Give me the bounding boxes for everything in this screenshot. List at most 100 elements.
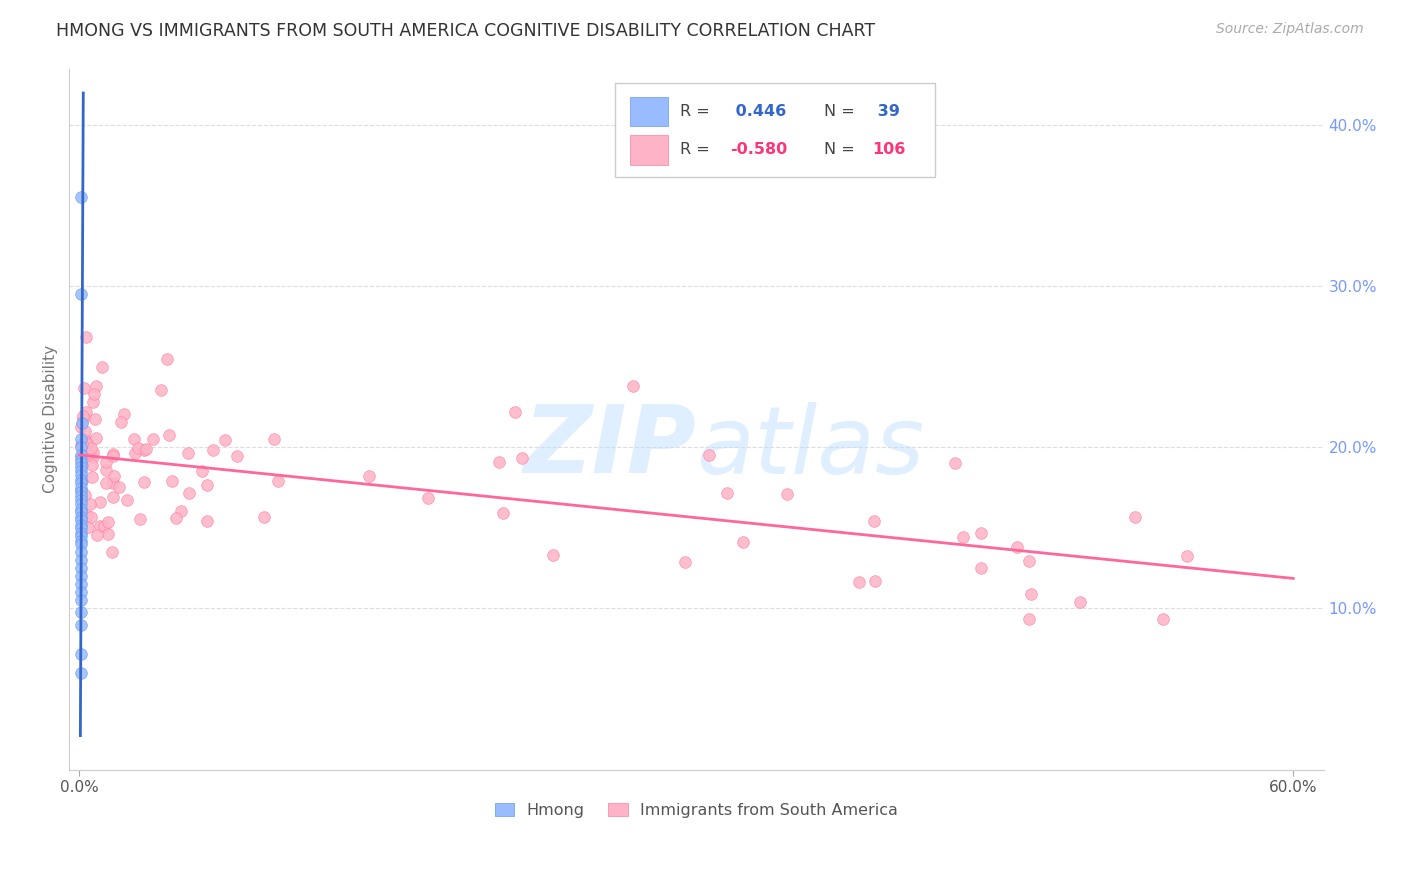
Point <box>214 433 236 447</box>
Point <box>267 474 290 488</box>
Y-axis label: Cognitive Disability: Cognitive Disability <box>44 345 58 493</box>
Text: ZIP: ZIP <box>523 401 696 493</box>
Legend: Hmong, Immigrants from South America: Hmong, Immigrants from South America <box>488 797 904 825</box>
Point <box>94 475 117 490</box>
Point <box>359 469 381 483</box>
Point <box>1069 594 1091 608</box>
Point <box>70 537 93 551</box>
Point <box>70 459 93 474</box>
Point <box>124 446 146 460</box>
Point <box>70 448 93 462</box>
Point <box>491 507 513 521</box>
Point <box>84 412 107 426</box>
Point <box>70 458 93 472</box>
Point <box>76 437 98 451</box>
Point <box>970 561 993 575</box>
Point <box>94 455 117 469</box>
Point <box>70 497 93 511</box>
Point <box>70 457 93 471</box>
Point <box>76 434 98 449</box>
Point <box>70 467 93 482</box>
Point <box>970 526 993 541</box>
Point <box>70 529 93 543</box>
Point <box>70 465 93 479</box>
Point <box>117 492 139 507</box>
Point <box>70 483 93 497</box>
Point <box>70 493 93 508</box>
Point <box>70 569 93 583</box>
Text: -0.580: -0.580 <box>730 143 787 157</box>
Point <box>952 530 974 544</box>
Text: Source: ZipAtlas.com: Source: ZipAtlas.com <box>1216 22 1364 37</box>
Point <box>70 561 93 575</box>
Point <box>191 464 214 478</box>
Point <box>75 433 97 447</box>
Point <box>128 511 150 525</box>
Point <box>70 473 93 487</box>
Point <box>70 481 93 495</box>
Point <box>70 416 93 430</box>
Point <box>177 485 200 500</box>
Point <box>101 447 124 461</box>
Point <box>176 446 198 460</box>
Point <box>150 383 173 397</box>
Point <box>96 463 118 477</box>
Point <box>73 381 96 395</box>
Point <box>70 440 93 454</box>
Text: atlas: atlas <box>696 401 925 492</box>
Point <box>89 494 111 508</box>
Point <box>70 501 93 516</box>
Point <box>70 647 93 661</box>
Point <box>160 475 183 489</box>
Point <box>70 489 93 503</box>
Point <box>70 475 93 490</box>
Point <box>70 474 93 488</box>
Point <box>776 487 799 501</box>
Point <box>543 549 565 563</box>
Point <box>112 407 135 421</box>
Point <box>621 378 644 392</box>
Point <box>101 545 124 559</box>
Point <box>72 412 94 426</box>
Text: 39: 39 <box>872 103 900 119</box>
Point <box>101 490 124 504</box>
Point <box>84 431 107 445</box>
Point <box>699 448 721 462</box>
Point <box>80 509 103 524</box>
Point <box>132 442 155 457</box>
Point <box>253 510 276 524</box>
Point <box>70 665 93 680</box>
Point <box>943 456 966 470</box>
Text: N =: N = <box>824 143 860 157</box>
Point <box>226 449 249 463</box>
Text: R =: R = <box>681 143 716 157</box>
Point <box>80 470 103 484</box>
Point <box>97 526 120 541</box>
Point <box>1007 540 1029 554</box>
Point <box>165 511 187 525</box>
Point <box>416 491 439 505</box>
Point <box>70 533 93 548</box>
Point <box>70 509 93 524</box>
Point <box>75 330 97 344</box>
Point <box>70 577 93 591</box>
Point <box>70 420 93 434</box>
Point <box>1175 549 1198 563</box>
Point <box>70 437 93 451</box>
Point <box>716 486 738 500</box>
Point <box>73 488 96 502</box>
Point <box>70 513 93 527</box>
Point <box>70 287 93 301</box>
Point <box>1019 587 1042 601</box>
Point <box>70 450 93 464</box>
Point <box>202 443 225 458</box>
Point <box>103 449 125 463</box>
Point <box>70 485 93 500</box>
Point <box>80 441 103 455</box>
Point <box>673 555 696 569</box>
Text: 106: 106 <box>872 143 905 157</box>
Point <box>82 450 104 464</box>
Point <box>70 432 93 446</box>
Point <box>70 190 93 204</box>
Point <box>195 514 218 528</box>
